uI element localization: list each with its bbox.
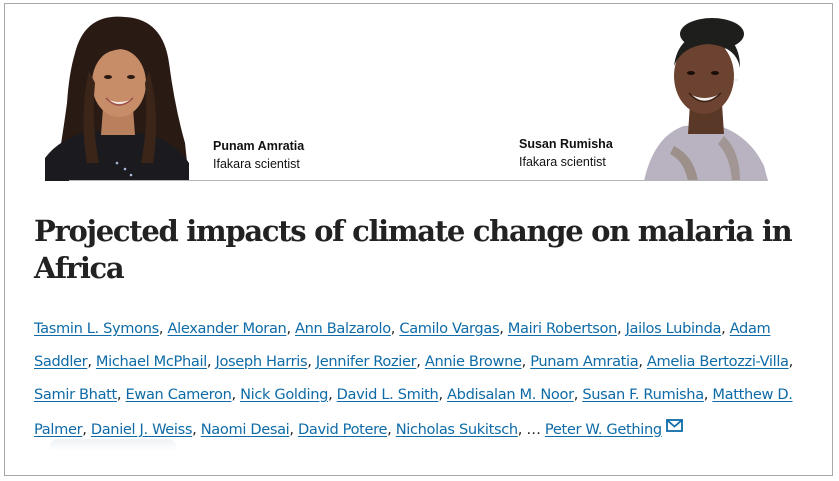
author-link[interactable]: Michael McPhail bbox=[95, 353, 207, 370]
author-link[interactable]: Naomi Desai bbox=[200, 421, 290, 438]
separator: , bbox=[390, 320, 400, 337]
author-link[interactable]: Nick Golding bbox=[240, 386, 329, 403]
faded-button-edge bbox=[50, 439, 176, 451]
separator: , bbox=[521, 353, 531, 370]
separator: , bbox=[788, 353, 794, 370]
portrait-punam-amratia bbox=[45, 13, 189, 181]
caption-susan-rumisha: Susan Rumisha Ifakara scientist bbox=[519, 135, 613, 171]
separator: , bbox=[638, 353, 647, 370]
article-title: Projected impacts of climate change on m… bbox=[34, 214, 793, 285]
author-link[interactable]: Matthew D. Palmer bbox=[34, 386, 793, 438]
portrait-susan-rumisha bbox=[644, 16, 768, 181]
author-link[interactable]: Susan F. Rumisha bbox=[582, 386, 704, 403]
separator: , bbox=[499, 320, 508, 337]
separator: , bbox=[387, 421, 396, 438]
separator: , bbox=[703, 386, 713, 403]
author-link[interactable]: Amelia Bertozzi-Villa bbox=[646, 353, 789, 370]
separator: , bbox=[231, 386, 241, 403]
person-role: Ifakara scientist bbox=[519, 155, 606, 169]
author-link[interactable]: Jailos Lubinda bbox=[625, 320, 722, 337]
separator: , bbox=[286, 320, 296, 337]
author-link[interactable]: Daniel J. Weiss bbox=[90, 421, 193, 438]
author-link[interactable]: Jennifer Rozier bbox=[315, 353, 417, 370]
separator: , bbox=[573, 386, 583, 403]
author-link[interactable]: David L. Smith bbox=[336, 386, 439, 403]
caption-punam-amratia: Punam Amratia Ifakara scientist bbox=[213, 137, 304, 173]
author-link[interactable]: Mairi Robertson bbox=[507, 320, 618, 337]
author-link[interactable]: Alexander Moran bbox=[167, 320, 287, 337]
author-link[interactable]: Camilo Vargas bbox=[399, 320, 500, 337]
author-link[interactable]: Adam Saddler bbox=[34, 320, 771, 370]
author-link[interactable]: Nicholas Sukitsch bbox=[395, 421, 518, 438]
header-divider bbox=[69, 180, 768, 181]
separator: , bbox=[206, 353, 216, 370]
author-link-corresponding[interactable]: Peter W. Gething bbox=[544, 421, 662, 438]
separator: , bbox=[289, 421, 298, 438]
separator: , bbox=[82, 421, 91, 438]
person-name: Punam Amratia bbox=[213, 139, 305, 153]
separator: , bbox=[116, 386, 126, 403]
separator: , bbox=[307, 353, 316, 370]
author-link[interactable]: Annie Browne bbox=[424, 353, 522, 370]
person-name: Susan Rumisha bbox=[519, 137, 613, 151]
separator: , bbox=[416, 353, 425, 370]
person-role: Ifakara scientist bbox=[213, 157, 300, 171]
separator: , bbox=[328, 386, 337, 403]
separator: , bbox=[192, 421, 201, 438]
author-link[interactable]: Joseph Harris bbox=[215, 353, 308, 370]
separator: , bbox=[721, 320, 730, 337]
separator: , bbox=[87, 353, 96, 370]
author-link[interactable]: Punam Amratia bbox=[530, 353, 639, 370]
separator: , bbox=[158, 320, 168, 337]
author-list: Tasmin L. Symons, Alexander Moran, Ann B… bbox=[34, 312, 814, 446]
author-link[interactable]: Ann Balzarolo bbox=[295, 320, 391, 337]
ellipsis: , … bbox=[517, 421, 545, 438]
separator: , bbox=[438, 386, 448, 403]
author-link[interactable]: David Potere bbox=[297, 421, 388, 438]
author-link[interactable]: Samir Bhatt bbox=[34, 386, 117, 403]
mail-icon[interactable] bbox=[665, 411, 683, 432]
author-link[interactable]: Abdisalan M. Noor bbox=[447, 386, 574, 403]
author-link[interactable]: Ewan Cameron bbox=[125, 386, 232, 403]
author-link[interactable]: Tasmin L. Symons bbox=[34, 320, 159, 337]
separator: , bbox=[616, 320, 626, 337]
